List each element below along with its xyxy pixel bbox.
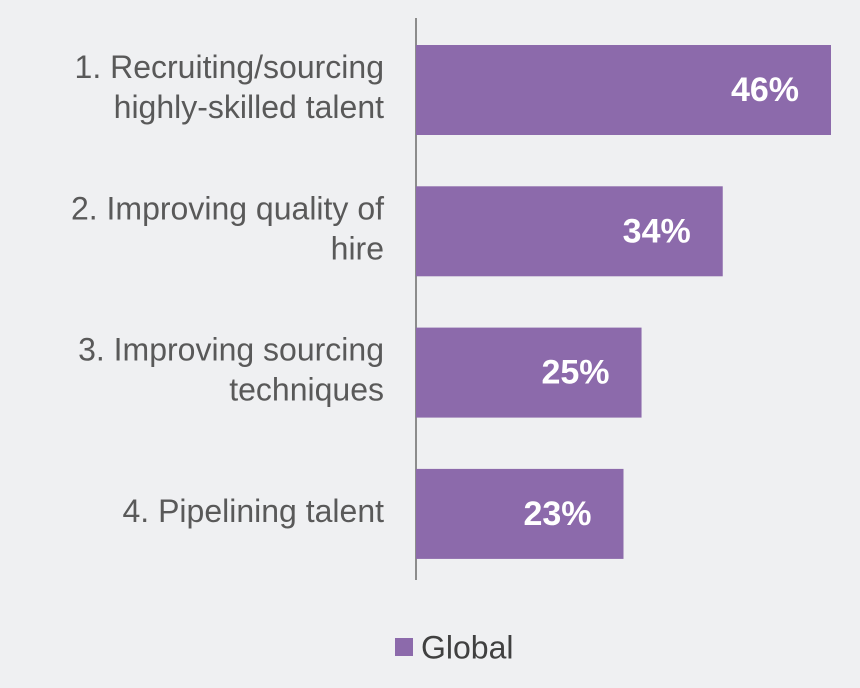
value-label: 25%	[541, 354, 609, 392]
legend-label: Global	[421, 629, 514, 665]
value-label: 23%	[523, 495, 591, 533]
category-label-line: 3. Improving sourcing	[78, 332, 384, 368]
category-label-line: techniques	[229, 372, 384, 408]
category-label: 3. Improving sourcing techniques	[78, 332, 384, 408]
category-label-line: 4. Pipelining talent	[122, 493, 384, 529]
category-label: 2. Improving quality of hire	[71, 191, 384, 267]
category-label: 4. Pipelining talent	[122, 493, 384, 529]
category-label-line: hire	[331, 231, 384, 267]
bar	[416, 186, 723, 277]
category-label-line: 1. Recruiting/sourcing	[75, 49, 384, 85]
category-label: 1. Recruiting/sourcing highly-skilled tal…	[75, 49, 385, 125]
bar	[416, 468, 624, 559]
legend-swatch	[395, 638, 413, 656]
category-label-line: 2. Improving quality of	[71, 191, 384, 227]
category-label-line: highly-skilled talent	[114, 89, 384, 125]
bar	[416, 45, 831, 135]
value-label: 34%	[623, 212, 691, 250]
bar	[416, 327, 642, 418]
value-label: 46%	[731, 71, 799, 109]
